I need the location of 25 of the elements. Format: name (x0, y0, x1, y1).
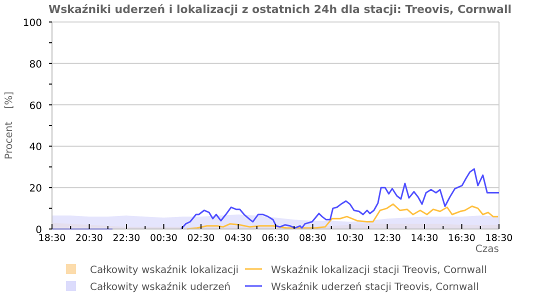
legend-label: Wskaźnik lokalizacji stacji Treovis, Cornwall (271, 264, 487, 276)
x-tick-label: 20:30 (76, 233, 103, 244)
x-axis-title: Czas (475, 244, 499, 255)
x-tick-label: 22:30 (112, 233, 140, 244)
x-tick-label: 04:30 (224, 233, 252, 244)
y-tick-label: 20 (29, 184, 42, 195)
y-tick-label: 40 (29, 142, 42, 154)
x-tick-label: 14:30 (410, 233, 438, 244)
x-tick-label: 08:30 (299, 233, 326, 244)
legend-label: Wskaźnik uderzeń stacji Treovis, Cornwall (271, 281, 479, 293)
chart-title: Wskaźniki uderzeń i lokalizacji z ostatnich 24h dla stacji: Treovis, Cornwall (48, 3, 512, 16)
x-tick-label: 12:30 (374, 233, 401, 244)
legend-label: Całkowity wskaźnik uderzeń (90, 281, 231, 293)
y-axis-title: Procent [%] (4, 92, 15, 160)
y-tick-label: 80 (29, 59, 42, 70)
y-tick-label: 100 (22, 18, 42, 29)
x-tick-label: 06:30 (262, 233, 290, 244)
x-tick-label: 02:30 (187, 233, 215, 244)
x-tick-label: 18:30 (38, 233, 66, 244)
x-tick-label: 00:30 (150, 233, 178, 244)
x-tick-label: 16:30 (448, 233, 476, 244)
y-tick-label: 60 (29, 100, 42, 112)
legend-label: Całkowity wskaźnik lokalizacji (90, 264, 239, 276)
x-tick-label: 18:30 (485, 233, 513, 244)
x-tick-label: 10:30 (336, 233, 364, 244)
